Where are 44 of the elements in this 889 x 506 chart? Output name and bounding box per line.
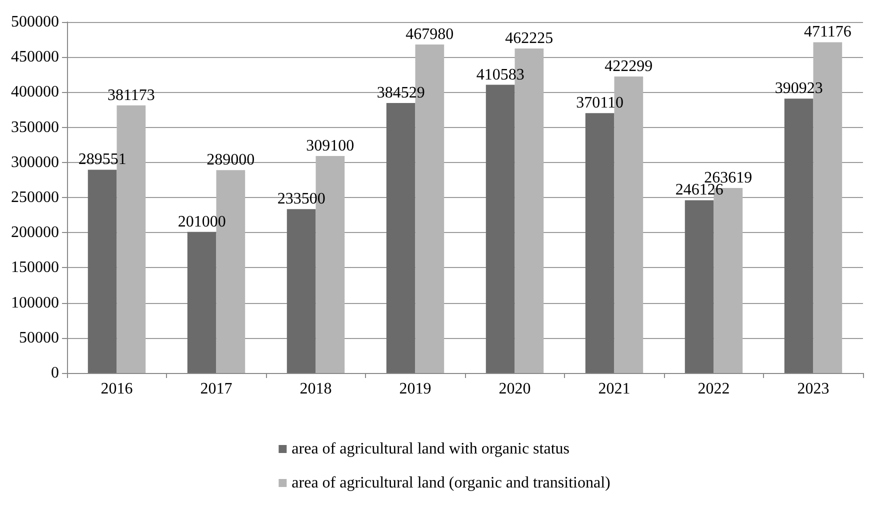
x-tick-label: 2020	[498, 380, 531, 398]
y-tick-label: 350000	[11, 118, 59, 136]
y-tick-label: 500000	[11, 14, 59, 30]
data-label: 390923	[774, 80, 823, 98]
data-label: 471176	[804, 24, 852, 41]
x-tick-label: 2021	[598, 380, 630, 398]
x-tick-label: 2022	[698, 380, 730, 398]
x-tick-label: 2019	[399, 380, 432, 398]
data-label: 462225	[505, 30, 554, 48]
bar	[187, 232, 216, 373]
data-label: 289551	[78, 151, 126, 168]
x-tick-label: 2017	[200, 380, 232, 398]
x-tick-label: 2016	[100, 380, 133, 398]
y-tick-label: 300000	[11, 154, 59, 171]
bar	[486, 84, 515, 373]
data-label: 410583	[476, 66, 524, 84]
y-tick-label: 200000	[11, 224, 59, 242]
bar	[386, 103, 416, 373]
y-tick-label: 100000	[11, 294, 59, 312]
bar	[585, 113, 614, 373]
data-label: 370110	[576, 94, 624, 112]
data-label: 422299	[604, 58, 653, 76]
bar	[684, 200, 714, 373]
data-label: 201000	[178, 213, 226, 230]
y-tick-label: 0	[51, 364, 59, 382]
data-label: 467980	[406, 26, 454, 43]
legend-label: area of agricultural land (organic and transitional)	[292, 474, 610, 492]
x-tick-label: 2023	[797, 380, 830, 398]
data-label: 289000	[206, 152, 255, 169]
data-label: 384529	[376, 84, 425, 102]
data-label: 309100	[306, 138, 354, 155]
y-tick-label: 50000	[19, 329, 59, 346]
data-label: 381173	[107, 86, 155, 104]
y-tick-label: 250000	[11, 189, 59, 206]
data-label: 246126	[675, 182, 724, 199]
y-tick-label: 450000	[11, 48, 59, 66]
x-tick-label: 2018	[300, 380, 332, 398]
data-label: 233500	[277, 190, 326, 208]
y-tick-label: 150000	[11, 259, 59, 276]
legend-label: area of agricultural land with organic status	[292, 440, 570, 458]
bar	[784, 98, 814, 373]
bar	[286, 209, 316, 373]
bar	[88, 170, 117, 373]
y-tick-label: 400000	[11, 84, 59, 101]
